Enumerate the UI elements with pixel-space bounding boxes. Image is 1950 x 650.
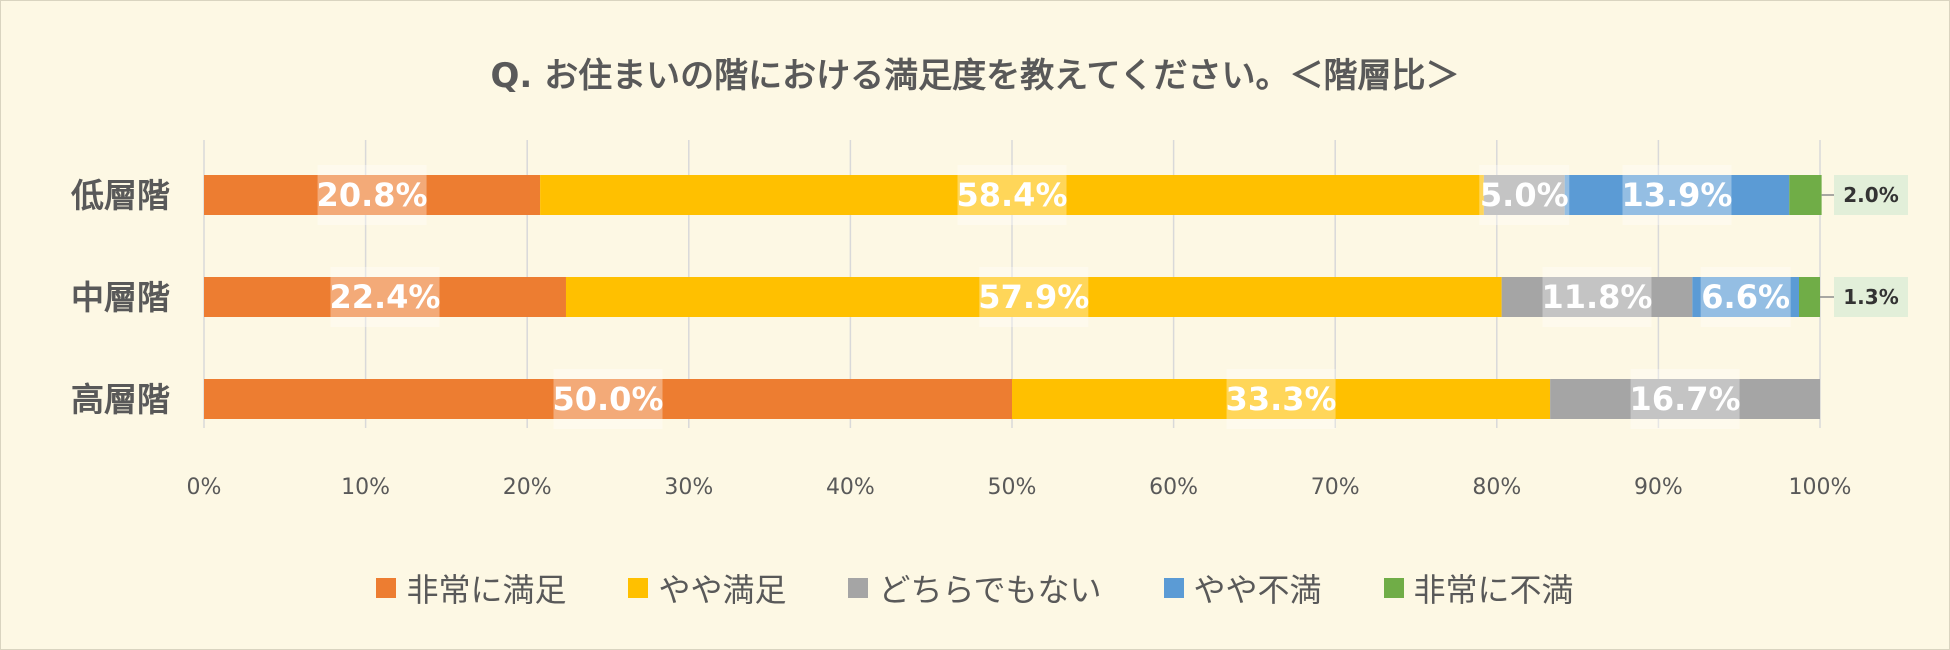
- data-label: 22.4%: [329, 278, 440, 316]
- legend-item: やや満足: [628, 565, 786, 611]
- tick-label-80: 80%: [1472, 475, 1521, 500]
- tick-label-40: 40%: [826, 475, 875, 500]
- data-label-box: [1834, 175, 1908, 215]
- legend: 非常に満足 やや満足 どちらでもない やや不満 非常に不満: [0, 565, 1950, 611]
- tick-label-10: 10%: [341, 475, 390, 500]
- legend-swatch: [376, 578, 397, 598]
- data-label: 20.8%: [317, 176, 428, 214]
- tick-label-20: 20%: [503, 475, 552, 500]
- data-label: 1.3%: [1843, 285, 1898, 309]
- bar-segment: [204, 379, 1012, 419]
- legend-item: 非常に満足: [376, 565, 566, 611]
- data-label-box: [553, 369, 663, 429]
- data-label: 16.7%: [1630, 380, 1741, 418]
- legend-label: やや不満: [1193, 571, 1322, 609]
- data-label: 33.3%: [1226, 380, 1337, 418]
- legend-swatch: [848, 578, 869, 598]
- data-label: 2.0%: [1843, 183, 1898, 207]
- chart-title: Q. お住まいの階における満足度を教えてください。＜階層比＞: [490, 56, 1460, 96]
- data-label-box: [979, 267, 1089, 327]
- data-label: 57.9%: [978, 278, 1089, 316]
- bar-segment: [1798, 277, 1820, 317]
- data-label-box: [957, 165, 1067, 225]
- data-label-box: [1834, 277, 1908, 317]
- data-label: 6.6%: [1701, 278, 1790, 316]
- legend-swatch: [628, 578, 649, 598]
- tick-label-60: 60%: [1149, 475, 1198, 500]
- tick-label-100: 100%: [1789, 475, 1852, 500]
- tick-label-30: 30%: [664, 475, 713, 500]
- tick-label-70: 70%: [1311, 475, 1360, 500]
- data-label: 58.4%: [956, 176, 1067, 214]
- bar-segment: [204, 175, 541, 215]
- data-label-box: [1542, 267, 1652, 327]
- bar-segment: [1789, 175, 1822, 215]
- tick-label-90: 90%: [1634, 475, 1683, 500]
- bar-segment: [1564, 175, 1790, 215]
- data-label: 50.0%: [552, 380, 663, 418]
- data-label: 11.8%: [1541, 278, 1652, 316]
- bar-segment: [540, 175, 1484, 215]
- legend-label: どちらでもない: [878, 571, 1102, 609]
- legend-swatch: [1383, 578, 1404, 598]
- category-label: 低層階: [71, 176, 170, 215]
- bar-segment: [1483, 175, 1565, 215]
- category-label: 高層階: [71, 380, 170, 419]
- bar-segment: [204, 277, 566, 317]
- data-label-box: [1479, 165, 1570, 225]
- data-label: 5.0%: [1480, 176, 1569, 214]
- data-label-box: [1700, 267, 1791, 327]
- tick-label-50: 50%: [988, 475, 1037, 500]
- bar-segment: [1692, 277, 1799, 317]
- legend-item: やや不満: [1163, 565, 1322, 611]
- bar-segment: [1550, 379, 1820, 419]
- data-label-box: [317, 165, 427, 225]
- bar-segment: [1501, 277, 1693, 317]
- data-label-box: [330, 267, 440, 327]
- legend-label: 非常に満足: [406, 571, 567, 609]
- data-label-box: [1622, 165, 1732, 225]
- legend-label: やや満足: [658, 571, 787, 609]
- legend-item: 非常に不満: [1383, 565, 1574, 611]
- data-label-box: [1630, 369, 1740, 429]
- category-label: 中層階: [71, 278, 170, 317]
- legend-swatch: [1163, 578, 1184, 598]
- data-label: 13.9%: [1621, 176, 1732, 214]
- legend-label: 非常に不満: [1413, 571, 1574, 609]
- bar-segment: [565, 277, 1502, 317]
- tick-label-0: 0%: [187, 475, 222, 500]
- bar-segment: [1012, 379, 1551, 419]
- data-label-box: [1226, 369, 1336, 429]
- legend-item: どちらでもない: [848, 565, 1102, 611]
